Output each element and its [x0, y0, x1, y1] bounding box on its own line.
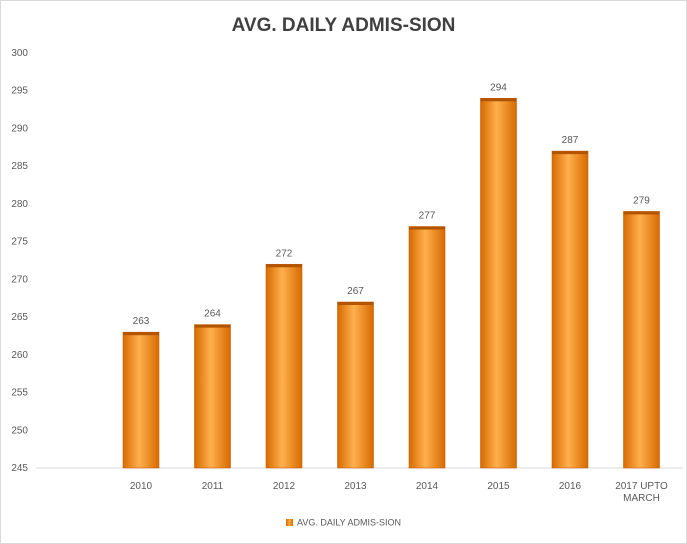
legend-swatch: [285, 519, 293, 527]
bar-top-edge: [266, 264, 302, 268]
y-tick-label: 290: [11, 123, 28, 134]
data-label: 277: [419, 211, 436, 222]
x-tick-label: 2012: [273, 481, 296, 492]
bar: [623, 211, 660, 469]
x-tick-label-line: 2010: [130, 481, 153, 492]
x-tick-label-line: 2015: [487, 481, 510, 492]
x-tick-label: 2013: [344, 481, 367, 492]
bar-top-edge: [623, 211, 660, 215]
y-tick-label: 295: [11, 86, 28, 97]
x-tick-label: 2014: [416, 481, 439, 492]
data-label: 279: [633, 195, 650, 206]
x-tick-label: 2016: [559, 481, 582, 492]
bar: [194, 324, 231, 469]
bar-top-edge: [552, 151, 588, 155]
bar-top-edge: [123, 332, 159, 336]
x-tick-label-line: 2017 UPTO: [615, 481, 668, 492]
y-tick-label: 270: [11, 274, 28, 285]
x-tick-label-line: 2012: [273, 481, 296, 492]
y-tick-label: 280: [11, 199, 28, 210]
data-label: 263: [133, 316, 150, 327]
data-label: 287: [562, 135, 579, 146]
x-tick-label-line: 2013: [344, 481, 367, 492]
y-tick-label: 300: [11, 48, 28, 59]
y-tick-label: 245: [11, 463, 28, 474]
data-label: 272: [276, 248, 293, 259]
chart-title: AVG. DAILY ADMIS-SION: [231, 15, 456, 36]
x-tick-label-line: 2014: [416, 481, 439, 492]
bar-top-edge: [480, 98, 517, 102]
x-tick-label: 2010: [130, 481, 153, 492]
bar: [480, 97, 517, 469]
data-label: 294: [490, 82, 507, 93]
y-tick-label: 260: [11, 350, 28, 361]
bar: [122, 331, 160, 469]
y-tick-label: 285: [11, 161, 28, 172]
x-tick-label-line: 2016: [559, 481, 582, 492]
y-tick-label: 265: [11, 312, 28, 323]
y-tick-label: 255: [11, 388, 28, 399]
bar: [337, 301, 374, 469]
legend-label: AVG. DAILY ADMIS-SION: [296, 517, 402, 528]
x-tick-label: 2011: [202, 481, 224, 492]
bar-top-edge: [194, 324, 231, 328]
bar: [265, 263, 303, 469]
chart-legend: AVG. DAILY ADMIS-SION: [1, 517, 686, 528]
data-label: 264: [204, 309, 221, 320]
y-tick-label: 275: [11, 237, 28, 248]
bar-top-edge: [409, 226, 445, 230]
x-tick-label: 2017 UPTO MARCH: [615, 481, 668, 504]
x-tick-label-line: 2011: [202, 481, 224, 492]
y-tick-label: 250: [11, 425, 28, 436]
data-label: 267: [347, 286, 364, 297]
bar-top-edge: [337, 302, 374, 305]
x-tick-label: 2015: [487, 481, 510, 492]
bar: [408, 226, 446, 469]
bar: [551, 150, 589, 469]
x-tick-label-line: MARCH: [623, 493, 660, 504]
